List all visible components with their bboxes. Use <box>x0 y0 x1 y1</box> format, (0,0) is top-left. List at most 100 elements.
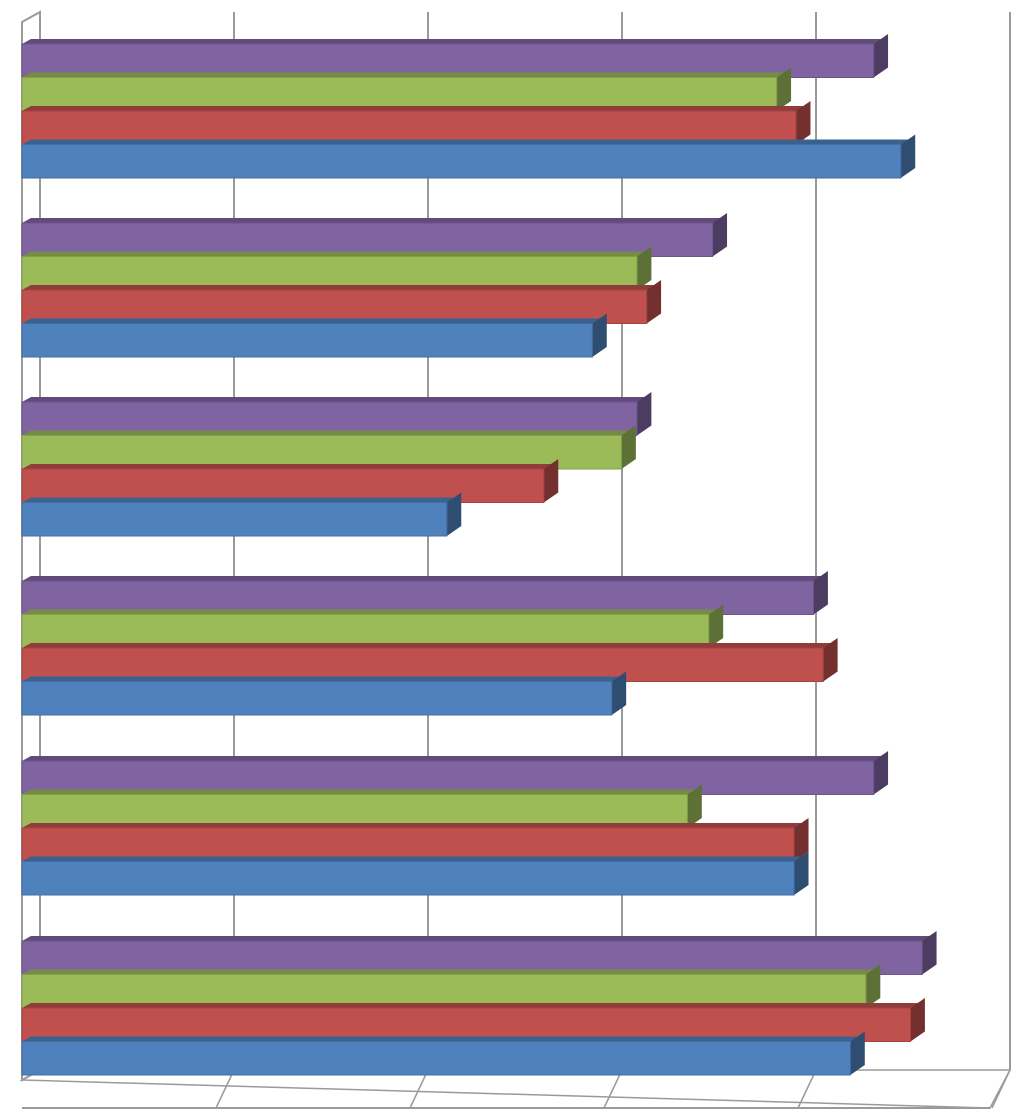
bar-end-face <box>794 818 809 862</box>
bar-6-series-2 <box>21 998 925 1042</box>
floor-gridline-2 <box>409 1069 429 1109</box>
bar-top-face <box>22 856 804 862</box>
bar-front-face <box>21 468 545 503</box>
bar-end-face <box>910 998 925 1042</box>
bar-end-face <box>794 851 809 895</box>
bar-top-face <box>22 609 718 615</box>
bar-4-series-1 <box>21 671 627 716</box>
bar-5-series-2 <box>21 818 809 862</box>
bar-4-series-3 <box>21 604 724 649</box>
floor <box>19 1069 1012 1109</box>
bar-1-series-1 <box>21 134 916 179</box>
bar-1-series-4 <box>21 34 889 78</box>
category-group-6 <box>21 931 937 1076</box>
bar-front-face <box>21 614 710 649</box>
bar-end-face <box>592 313 607 357</box>
bar-end-face <box>636 392 652 436</box>
bar-top-face <box>22 576 823 581</box>
bar-end-face <box>850 1031 865 1075</box>
bar-front-face <box>21 940 923 975</box>
bar-front-face <box>21 974 867 1009</box>
bar-front-face <box>21 77 778 112</box>
bar-top-face <box>22 106 806 111</box>
bar-top-face <box>22 1036 860 1042</box>
bar-end-face <box>636 246 652 290</box>
bar-top-face <box>22 139 910 145</box>
bar-end-face <box>646 280 662 324</box>
bar-4-series-4 <box>21 571 828 615</box>
bar-top-face <box>22 823 804 828</box>
bar-end-face <box>621 425 636 469</box>
bar-top-face <box>22 430 631 436</box>
bar-end-face <box>873 34 889 78</box>
bar-front-face <box>21 794 688 829</box>
bar-front-face <box>21 827 795 862</box>
bar-front-face <box>21 580 815 615</box>
bar-front-face <box>21 1041 851 1076</box>
bar-end-face <box>900 134 916 178</box>
bar-top-face <box>22 643 833 648</box>
bar-end-face <box>776 67 792 111</box>
bar-1-series-2 <box>21 101 811 145</box>
bar-top-face <box>22 789 697 795</box>
bar-5-series-1 <box>21 851 809 896</box>
bar-2-series-4 <box>21 213 728 257</box>
bar-front-face <box>21 222 714 257</box>
bar-end-face <box>865 964 881 1008</box>
bar-top-face <box>22 936 932 941</box>
bar-top-face <box>22 218 722 223</box>
bar-front-face <box>21 760 875 795</box>
bar-5-series-4 <box>21 751 889 795</box>
category-group-1 <box>21 34 916 179</box>
bar-front-face <box>21 289 648 324</box>
bar-top-face <box>22 397 646 402</box>
bar-3-series-3 <box>21 425 636 470</box>
bar-1-series-3 <box>21 67 792 112</box>
floor-gridline-5 <box>991 1069 1011 1109</box>
bar-top-face <box>22 756 883 761</box>
category-group-2 <box>21 213 728 358</box>
bar-top-face <box>22 1003 920 1008</box>
bar-front-face <box>21 43 875 78</box>
bar-2-series-1 <box>21 313 607 358</box>
bar-end-face <box>813 571 828 615</box>
bar-front-face <box>21 435 622 470</box>
bar-front-face <box>21 110 797 145</box>
bar-2-series-2 <box>21 280 662 324</box>
bar-front-face <box>21 647 824 682</box>
bar-end-face <box>687 784 702 828</box>
bar-4-series-2 <box>21 638 838 682</box>
bar-top-face <box>22 464 553 469</box>
bar-top-face <box>22 285 656 290</box>
floor-gridline-1 <box>215 1069 235 1109</box>
bar-end-face <box>922 931 937 975</box>
bar-top-face <box>22 251 646 257</box>
bar-top-face <box>22 676 621 682</box>
bar-3-series-1 <box>21 492 462 537</box>
floor-gridline-4 <box>797 1069 817 1109</box>
bar-3-series-2 <box>21 459 559 503</box>
bar-2-series-3 <box>21 246 652 291</box>
bar-front-face <box>21 323 593 358</box>
bar-6-series-4 <box>21 931 937 975</box>
bar-front-face <box>21 256 638 291</box>
bar-end-face <box>446 492 462 536</box>
bar-front-face <box>21 401 638 436</box>
bar-front-face <box>21 861 795 896</box>
bar-end-face <box>823 638 838 682</box>
category-group-5 <box>21 751 889 896</box>
bar-end-face <box>611 671 627 715</box>
bar-end-face <box>543 459 559 503</box>
bar-3-series-4 <box>21 392 652 436</box>
bar-top-face <box>22 318 602 324</box>
bar-front-face <box>21 144 902 179</box>
bar-front-face <box>21 681 613 716</box>
category-group-4 <box>21 571 838 716</box>
bar-series <box>21 34 937 1076</box>
bar-top-face <box>22 72 786 78</box>
bar-top-face <box>22 497 456 503</box>
bar-end-face <box>796 101 811 145</box>
bar-front-face <box>21 502 448 537</box>
bar-front-face <box>21 1007 912 1042</box>
